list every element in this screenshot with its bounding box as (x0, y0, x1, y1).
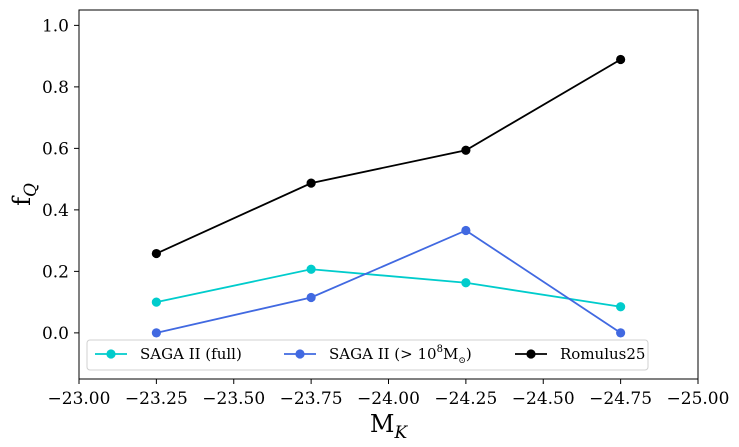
y-tick-label: 1.0 (42, 16, 69, 36)
y-tick-label: 0.2 (42, 262, 69, 282)
legend-label-saga-massive-tail: M (443, 345, 458, 363)
x-tick-label: −24.25 (434, 389, 497, 409)
legend-label-saga-massive: SAGA II (> 108M⊙) (329, 344, 472, 366)
legend-marker-saga-full (106, 349, 116, 359)
y-tick-label: 0.6 (42, 139, 69, 159)
x-tick-label: −23.50 (202, 389, 265, 409)
legend-label-saga-massive-close: ) (466, 345, 472, 363)
legend-marker-romulus25 (526, 349, 536, 359)
legend-label-saga-massive-sup: 8 (437, 344, 443, 355)
y-tick-label: 0.8 (42, 78, 69, 98)
data-point-romulus25 (306, 178, 316, 188)
x-tick-label: −23.25 (125, 389, 188, 409)
legend-box (86, 339, 649, 371)
x-tick-label: −24.00 (357, 389, 420, 409)
x-tick-label: −23.00 (48, 389, 111, 409)
legend-label-saga-massive-text: SAGA II (> 10 (329, 345, 437, 363)
data-point-saga-ii-10-8-m (151, 328, 161, 338)
data-point-saga-ii-10-8-m (306, 292, 316, 303)
x-axis-label-main: M (370, 410, 395, 438)
data-point-saga-ii-10-8-m (616, 328, 626, 338)
x-tick-label: −24.50 (512, 389, 575, 409)
data-point-romulus25 (151, 248, 161, 259)
legend-entry-saga-massive: SAGA II (> 108M⊙) (284, 344, 472, 366)
plot-marks (151, 54, 626, 338)
legend-marker-saga-massive (295, 349, 305, 359)
legend-entry-saga-full: SAGA II (full) (95, 345, 242, 363)
data-point-saga-ii-full (306, 264, 316, 274)
legend: SAGA II (full) SAGA II (> 108M⊙) Romulus… (86, 339, 649, 371)
y-axis-label: fQ (8, 183, 41, 206)
y-axis-label-main: f (8, 195, 36, 206)
x-axis-label-subscript: K (393, 423, 408, 443)
y-tick-label: 0.4 (42, 201, 69, 221)
x-axis: −23.00 −23.25 −23.50 −23.75 −24.00 −24.25 −24.… (48, 379, 730, 409)
legend-label-saga-full: SAGA II (full) (140, 345, 242, 363)
x-axis-label: MK (370, 410, 409, 443)
legend-entry-romulus25: Romulus25 (515, 345, 645, 363)
y-axis-label-subscript: Q (21, 183, 41, 197)
data-point-saga-ii-full (616, 302, 626, 312)
x-tick-label: −24.75 (589, 389, 652, 409)
y-tick-label: 0.0 (42, 324, 69, 344)
x-tick-label: −23.75 (280, 389, 343, 409)
legend-label-saga-massive-sub: ⊙ (458, 356, 466, 366)
series-line-saga-ii-full (156, 268, 621, 308)
legend-label-romulus25: Romulus25 (560, 345, 645, 363)
x-tick-label: −25.00 (667, 389, 730, 409)
data-point-saga-ii-full (151, 297, 161, 307)
series-line-saga-ii-10-8-m (156, 229, 622, 334)
data-point-romulus25 (461, 145, 471, 155)
series-line-romulus25 (156, 58, 622, 255)
data-point-saga-ii-full (461, 278, 471, 288)
y-axis: 0.0 0.2 0.4 0.6 0.8 1.0 (42, 16, 79, 344)
data-point-saga-ii-10-8-m (461, 225, 471, 236)
data-point-romulus25 (616, 54, 626, 65)
